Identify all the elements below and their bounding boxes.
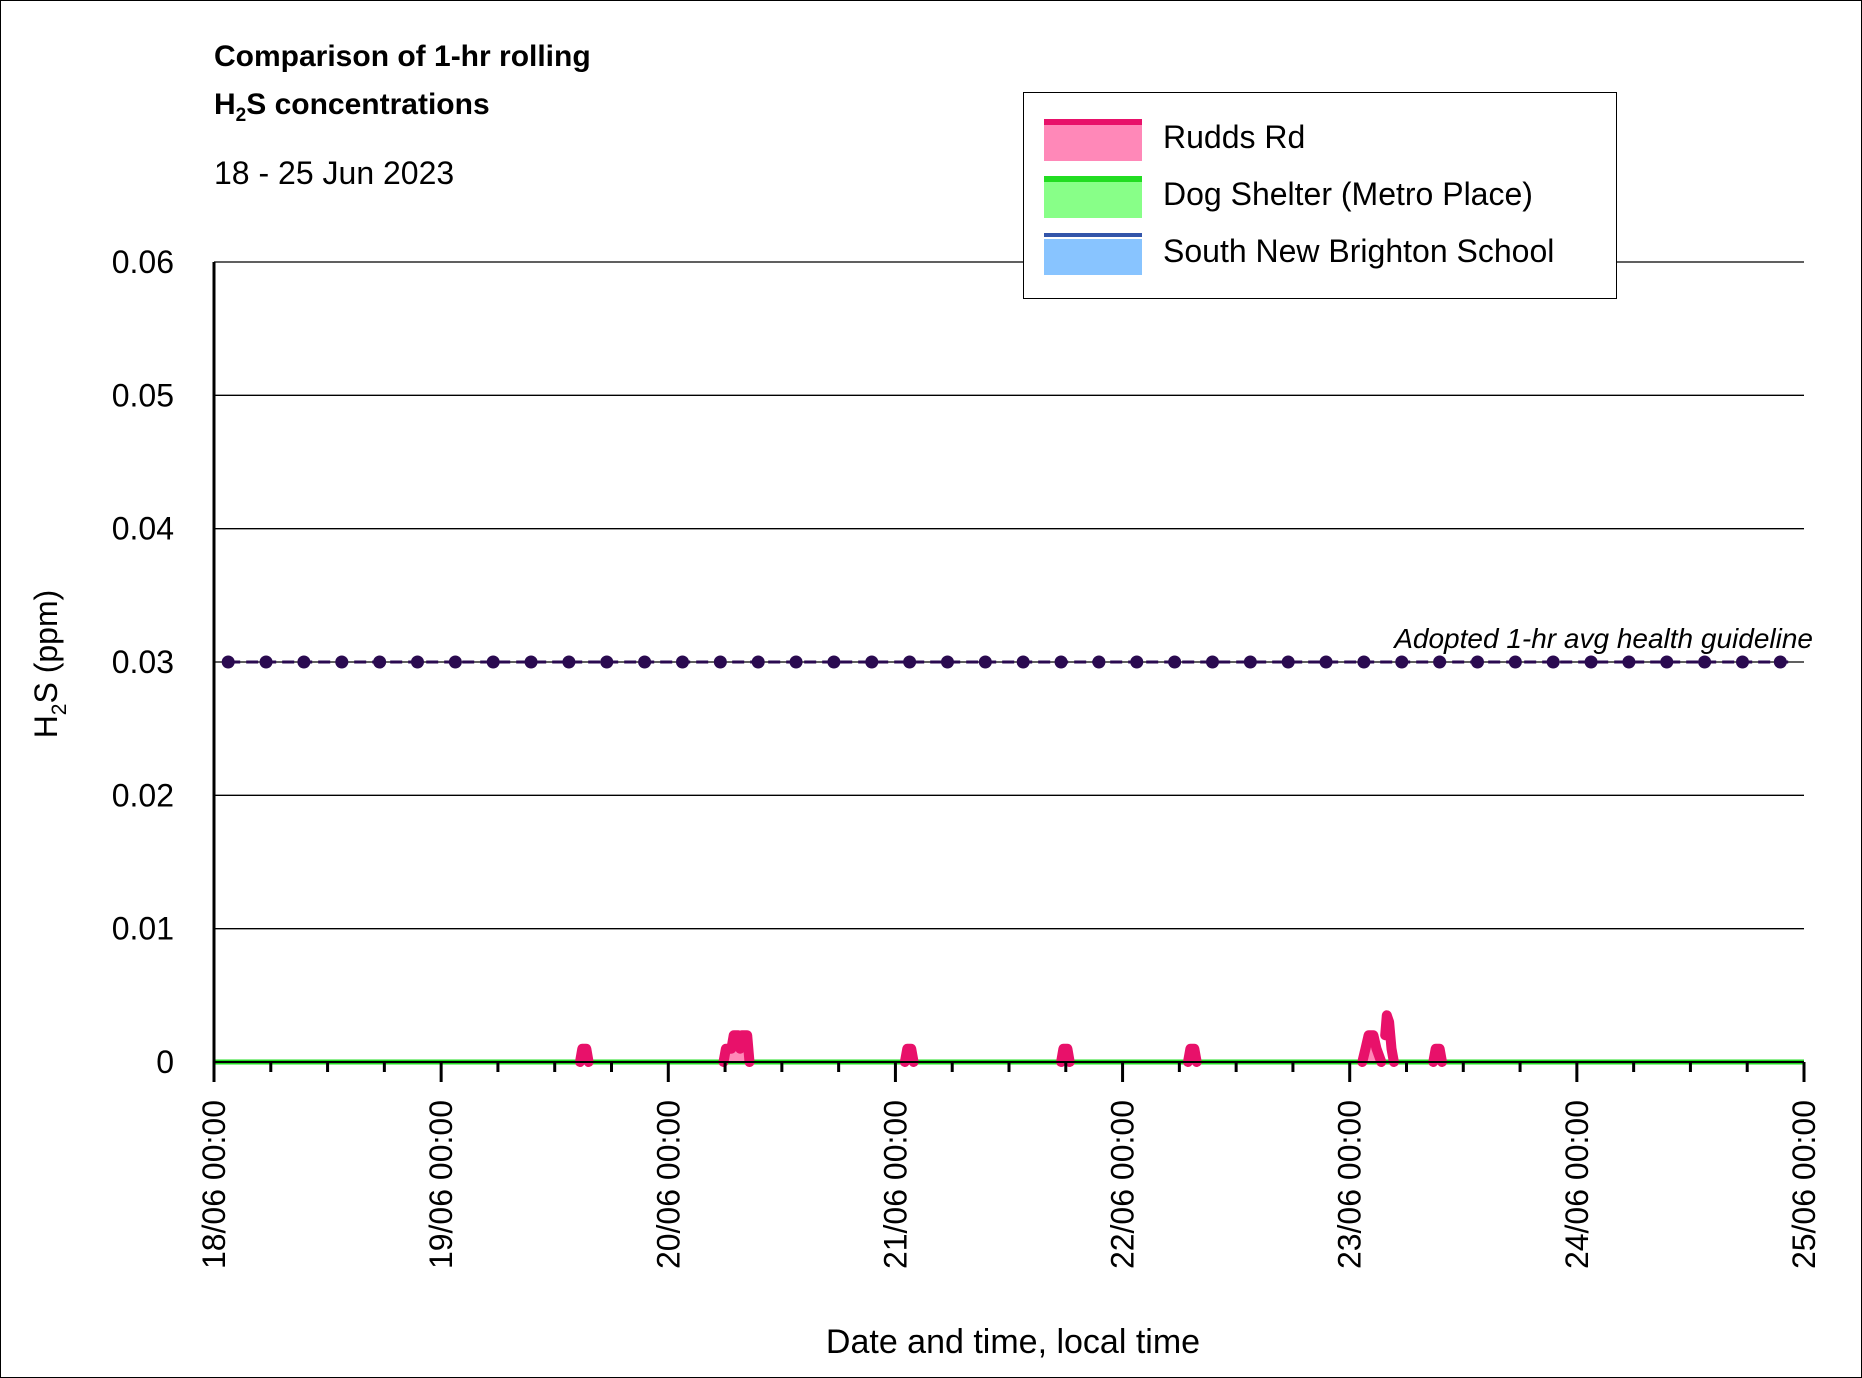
chart-title-line2: H2S concentrations: [214, 88, 490, 126]
y-tick-label-0: 0: [156, 1044, 174, 1080]
guideline-marker-8: [524, 655, 538, 669]
guideline-marker-16: [827, 655, 841, 669]
guideline-marker-11: [638, 655, 652, 669]
x-tick-label-5: 23/06 00:00: [1332, 1100, 1368, 1269]
legend-fill-south-new-brighton: [1044, 239, 1142, 275]
guideline-marker-24: [1130, 655, 1144, 669]
rudds-rd-peak-1: [718, 1030, 755, 1067]
x-tick-label-0: 18/06 00:00: [196, 1100, 232, 1269]
legend-label-south-new-brighton: South New Brighton School: [1163, 233, 1555, 269]
x-tick-label-6: 24/06 00:00: [1559, 1100, 1595, 1269]
guideline-label: Adopted 1-hr avg health guideline: [1392, 623, 1813, 654]
guideline-marker-2: [297, 655, 311, 669]
rudds-rd-peak-5: [1357, 1030, 1387, 1067]
guideline-marker-17: [865, 655, 879, 669]
legend-swatch-south-new-brighton: [1044, 233, 1142, 275]
guideline-marker-33: [1470, 655, 1484, 669]
guideline-marker-13: [713, 655, 727, 669]
rudds-rd-peak-2: [899, 1043, 919, 1067]
guideline-marker-38: [1660, 655, 1674, 669]
guideline-marker-39: [1698, 655, 1712, 669]
x-tick-label-4: 22/06 00:00: [1105, 1100, 1141, 1269]
legend-swatch-dog-shelter: [1044, 176, 1142, 218]
guideline-marker-29: [1319, 655, 1333, 669]
guideline-marker-26: [1205, 655, 1219, 669]
x-tick-label-2: 20/06 00:00: [650, 1100, 686, 1269]
guideline-marker-5: [410, 655, 424, 669]
y-axis-label: H2S (ppm): [28, 590, 71, 739]
data-series: [214, 1010, 1804, 1067]
guideline-marker-14: [751, 655, 765, 669]
y-tick-label-5: 0.05: [112, 377, 174, 413]
guideline-marker-7: [486, 655, 500, 669]
legend-line-rudds-rd: [1044, 119, 1142, 125]
guideline-marker-18: [903, 655, 917, 669]
guideline-marker-37: [1622, 655, 1636, 669]
y-tick-label-2: 0.02: [112, 777, 174, 813]
guideline-marker-27: [1243, 655, 1257, 669]
legend-item-rudds-rd: Rudds Rd: [1044, 115, 1604, 161]
y-tick-labels: 0 0.01 0.02 0.03 0.04 0.05 0.06: [112, 244, 174, 1080]
guideline-marker-15: [789, 655, 803, 669]
guideline-marker-40: [1735, 655, 1749, 669]
guideline-marker-19: [940, 655, 954, 669]
guideline-marker-3: [335, 655, 349, 669]
guideline-marker-34: [1508, 655, 1522, 669]
guideline-marker-25: [1168, 655, 1182, 669]
guideline-marker-21: [1016, 655, 1030, 669]
legend-label-rudds-rd: Rudds Rd: [1163, 119, 1306, 155]
guideline-marker-1: [259, 655, 273, 669]
x-axis-label: Date and time, local time: [826, 1323, 1200, 1361]
grid-lines: [214, 261, 1804, 930]
guideline-marker-36: [1584, 655, 1598, 669]
y-tick-label-1: 0.01: [112, 911, 174, 947]
x-tick-label-1: 19/06 00:00: [423, 1100, 459, 1269]
x-tick-label-3: 21/06 00:00: [877, 1100, 913, 1269]
guideline-marker-35: [1546, 655, 1560, 669]
guideline-marker-12: [675, 655, 689, 669]
guideline-marker-22: [1054, 655, 1068, 669]
y-tick-label-3: 0.03: [112, 644, 174, 680]
guideline-marker-9: [562, 655, 576, 669]
legend-fill-dog-shelter: [1044, 182, 1142, 218]
legend: Rudds Rd Dog Shelter (Metro Place) South…: [1023, 92, 1617, 299]
legend-fill-rudds-rd: [1044, 125, 1142, 161]
guideline-series: [221, 655, 1790, 669]
chart-subtitle: 18 - 25 Jun 2023: [214, 155, 455, 191]
rudds-rd-peak-7: [1428, 1043, 1447, 1067]
chart-title-line1: Comparison of 1-hr rolling: [214, 40, 591, 73]
guideline-marker-0: [221, 655, 235, 669]
legend-item-south-new-brighton: South New Brighton School: [1044, 229, 1604, 275]
y-tick-label-6: 0.06: [112, 244, 174, 280]
legend-label-dog-shelter: Dog Shelter (Metro Place): [1163, 176, 1533, 212]
guideline-marker-31: [1395, 655, 1409, 669]
x-tick-label-7: 25/06 00:00: [1786, 1100, 1822, 1269]
rudds-rd-peak-6: [1380, 1010, 1399, 1067]
legend-line-dog-shelter: [1044, 176, 1142, 182]
rudds-rd-peak-4: [1183, 1043, 1202, 1067]
guideline-marker-32: [1433, 655, 1447, 669]
guideline-marker-41: [1773, 655, 1787, 669]
axes: [212, 262, 1806, 1082]
guideline-marker-28: [1281, 655, 1295, 669]
legend-line-south-new-brighton: [1044, 233, 1142, 237]
guideline-marker-23: [1092, 655, 1106, 669]
guideline-marker-20: [978, 655, 992, 669]
y-tick-label-4: 0.04: [112, 511, 174, 547]
guideline-marker-4: [373, 655, 387, 669]
legend-item-dog-shelter: Dog Shelter (Metro Place): [1044, 172, 1604, 218]
guideline-marker-30: [1357, 655, 1371, 669]
legend-swatch-rudds-rd: [1044, 119, 1142, 161]
rudds-rd-peak-3: [1056, 1043, 1075, 1067]
guideline-marker-10: [600, 655, 614, 669]
rudds-rd-peak-0: [575, 1043, 594, 1067]
x-tick-labels: 18/06 00:00 19/06 00:00 20/06 00:00 21/06 0…: [196, 1100, 1822, 1269]
guideline-marker-6: [448, 655, 462, 669]
